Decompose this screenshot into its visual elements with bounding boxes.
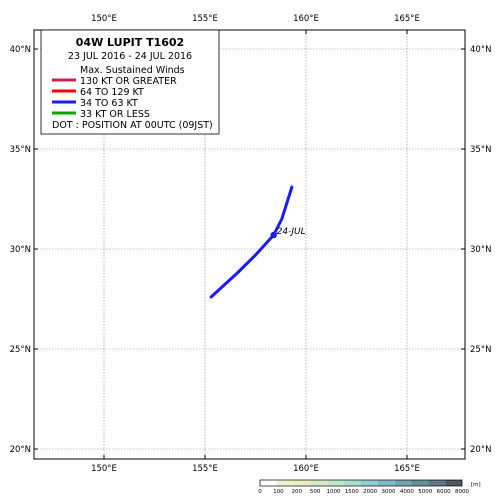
colorbar-segment <box>260 480 277 486</box>
colorbar-tick-label: 1000 <box>326 489 340 495</box>
colorbar-segment <box>445 480 462 486</box>
colorbar-tick-label: 100 <box>273 489 284 495</box>
colorbar-segment <box>394 480 412 486</box>
legend-label-64kt: 64 TO 129 KT <box>80 87 144 98</box>
lon-label-bottom: 155°E <box>192 464 218 474</box>
legend-frame <box>40 29 220 135</box>
lat-label-right: 20°N <box>470 445 491 455</box>
lat-label-left: 35°N <box>10 145 31 155</box>
lon-label-bottom: 160°E <box>293 464 319 474</box>
colorbar-tick-label: 4000 <box>400 489 414 495</box>
colorbar-unit: [m] <box>471 482 481 488</box>
colorbar-tick-label: 6000 <box>437 489 451 495</box>
colorbar-segment <box>428 480 446 486</box>
lon-label-top: 150°E <box>91 14 117 24</box>
lat-label-left: 20°N <box>10 445 31 455</box>
colorbar-segment <box>293 480 311 486</box>
colorbar-tick-label: 1500 <box>345 489 359 495</box>
legend-subtitle: Max. Sustained Winds <box>80 65 185 76</box>
map-frame <box>33 29 466 460</box>
lat-label-left: 30°N <box>10 245 31 255</box>
daily-position-label: 24-JUL <box>277 227 306 237</box>
colorbar-segment <box>310 480 328 486</box>
colorbar-frame <box>259 479 463 487</box>
lon-label-bottom: 150°E <box>91 464 117 474</box>
storm-track: 24-JUL <box>209 185 306 299</box>
colorbar-segment <box>276 480 294 486</box>
lat-label-left: 40°N <box>10 45 31 55</box>
lat-label-right: 25°N <box>470 345 491 355</box>
gridlines <box>34 30 465 459</box>
legend-label-130kt: 130 KT OR GREATER <box>80 76 177 87</box>
lon-label-bottom: 165°E <box>394 464 420 474</box>
legend-date-range: 23 JUL 2016 - 24 JUL 2016 <box>68 51 192 62</box>
colorbar-tick-label: 2000 <box>363 489 377 495</box>
lon-label-top: 165°E <box>394 14 420 24</box>
colorbar-tick-label: 500 <box>310 489 321 495</box>
axis-ticks: 150°E 150°E 155°E 155°E 160°E 160°E 165°E 165°E… <box>10 14 492 474</box>
colorbar-segment <box>411 480 429 486</box>
colorbar-tick-label: 5000 <box>418 489 432 495</box>
colorbar-segment <box>377 480 395 486</box>
colorbar-tick-label: 3000 <box>382 489 396 495</box>
colorbar-segment <box>327 480 345 486</box>
colorbar-segment <box>344 480 361 486</box>
colorbar-tick-label: 8000 <box>455 489 469 495</box>
lat-label-right: 30°N <box>470 245 491 255</box>
legend-label-33kt: 33 KT OR LESS <box>80 109 150 120</box>
lon-label-top: 160°E <box>293 14 319 24</box>
colorbar-tick-label: 200 <box>291 489 302 495</box>
lat-label-right: 40°N <box>470 45 491 55</box>
lat-label-left: 25°N <box>10 345 31 355</box>
legend-dot-note: DOT : POSITION AT 00UTC (09JST) <box>52 120 213 131</box>
daily-position-dot <box>270 231 277 239</box>
track-line <box>209 185 294 299</box>
colorbar-segment <box>361 480 378 486</box>
colorbar-tick-label: 0 <box>258 489 262 495</box>
elevation-colorbar: 0 100 200 500 1000 1500 2000 3000 4000 5000 6000 80… <box>258 479 481 495</box>
legend-box: 04W LUPIT T1602 23 JUL 2016 - 24 JUL 201… <box>40 29 220 135</box>
legend-title: 04W LUPIT T1602 <box>76 36 184 49</box>
lon-label-top: 155°E <box>192 14 218 24</box>
legend-label-34kt: 34 TO 63 KT <box>80 98 138 109</box>
lat-label-right: 35°N <box>470 145 491 155</box>
